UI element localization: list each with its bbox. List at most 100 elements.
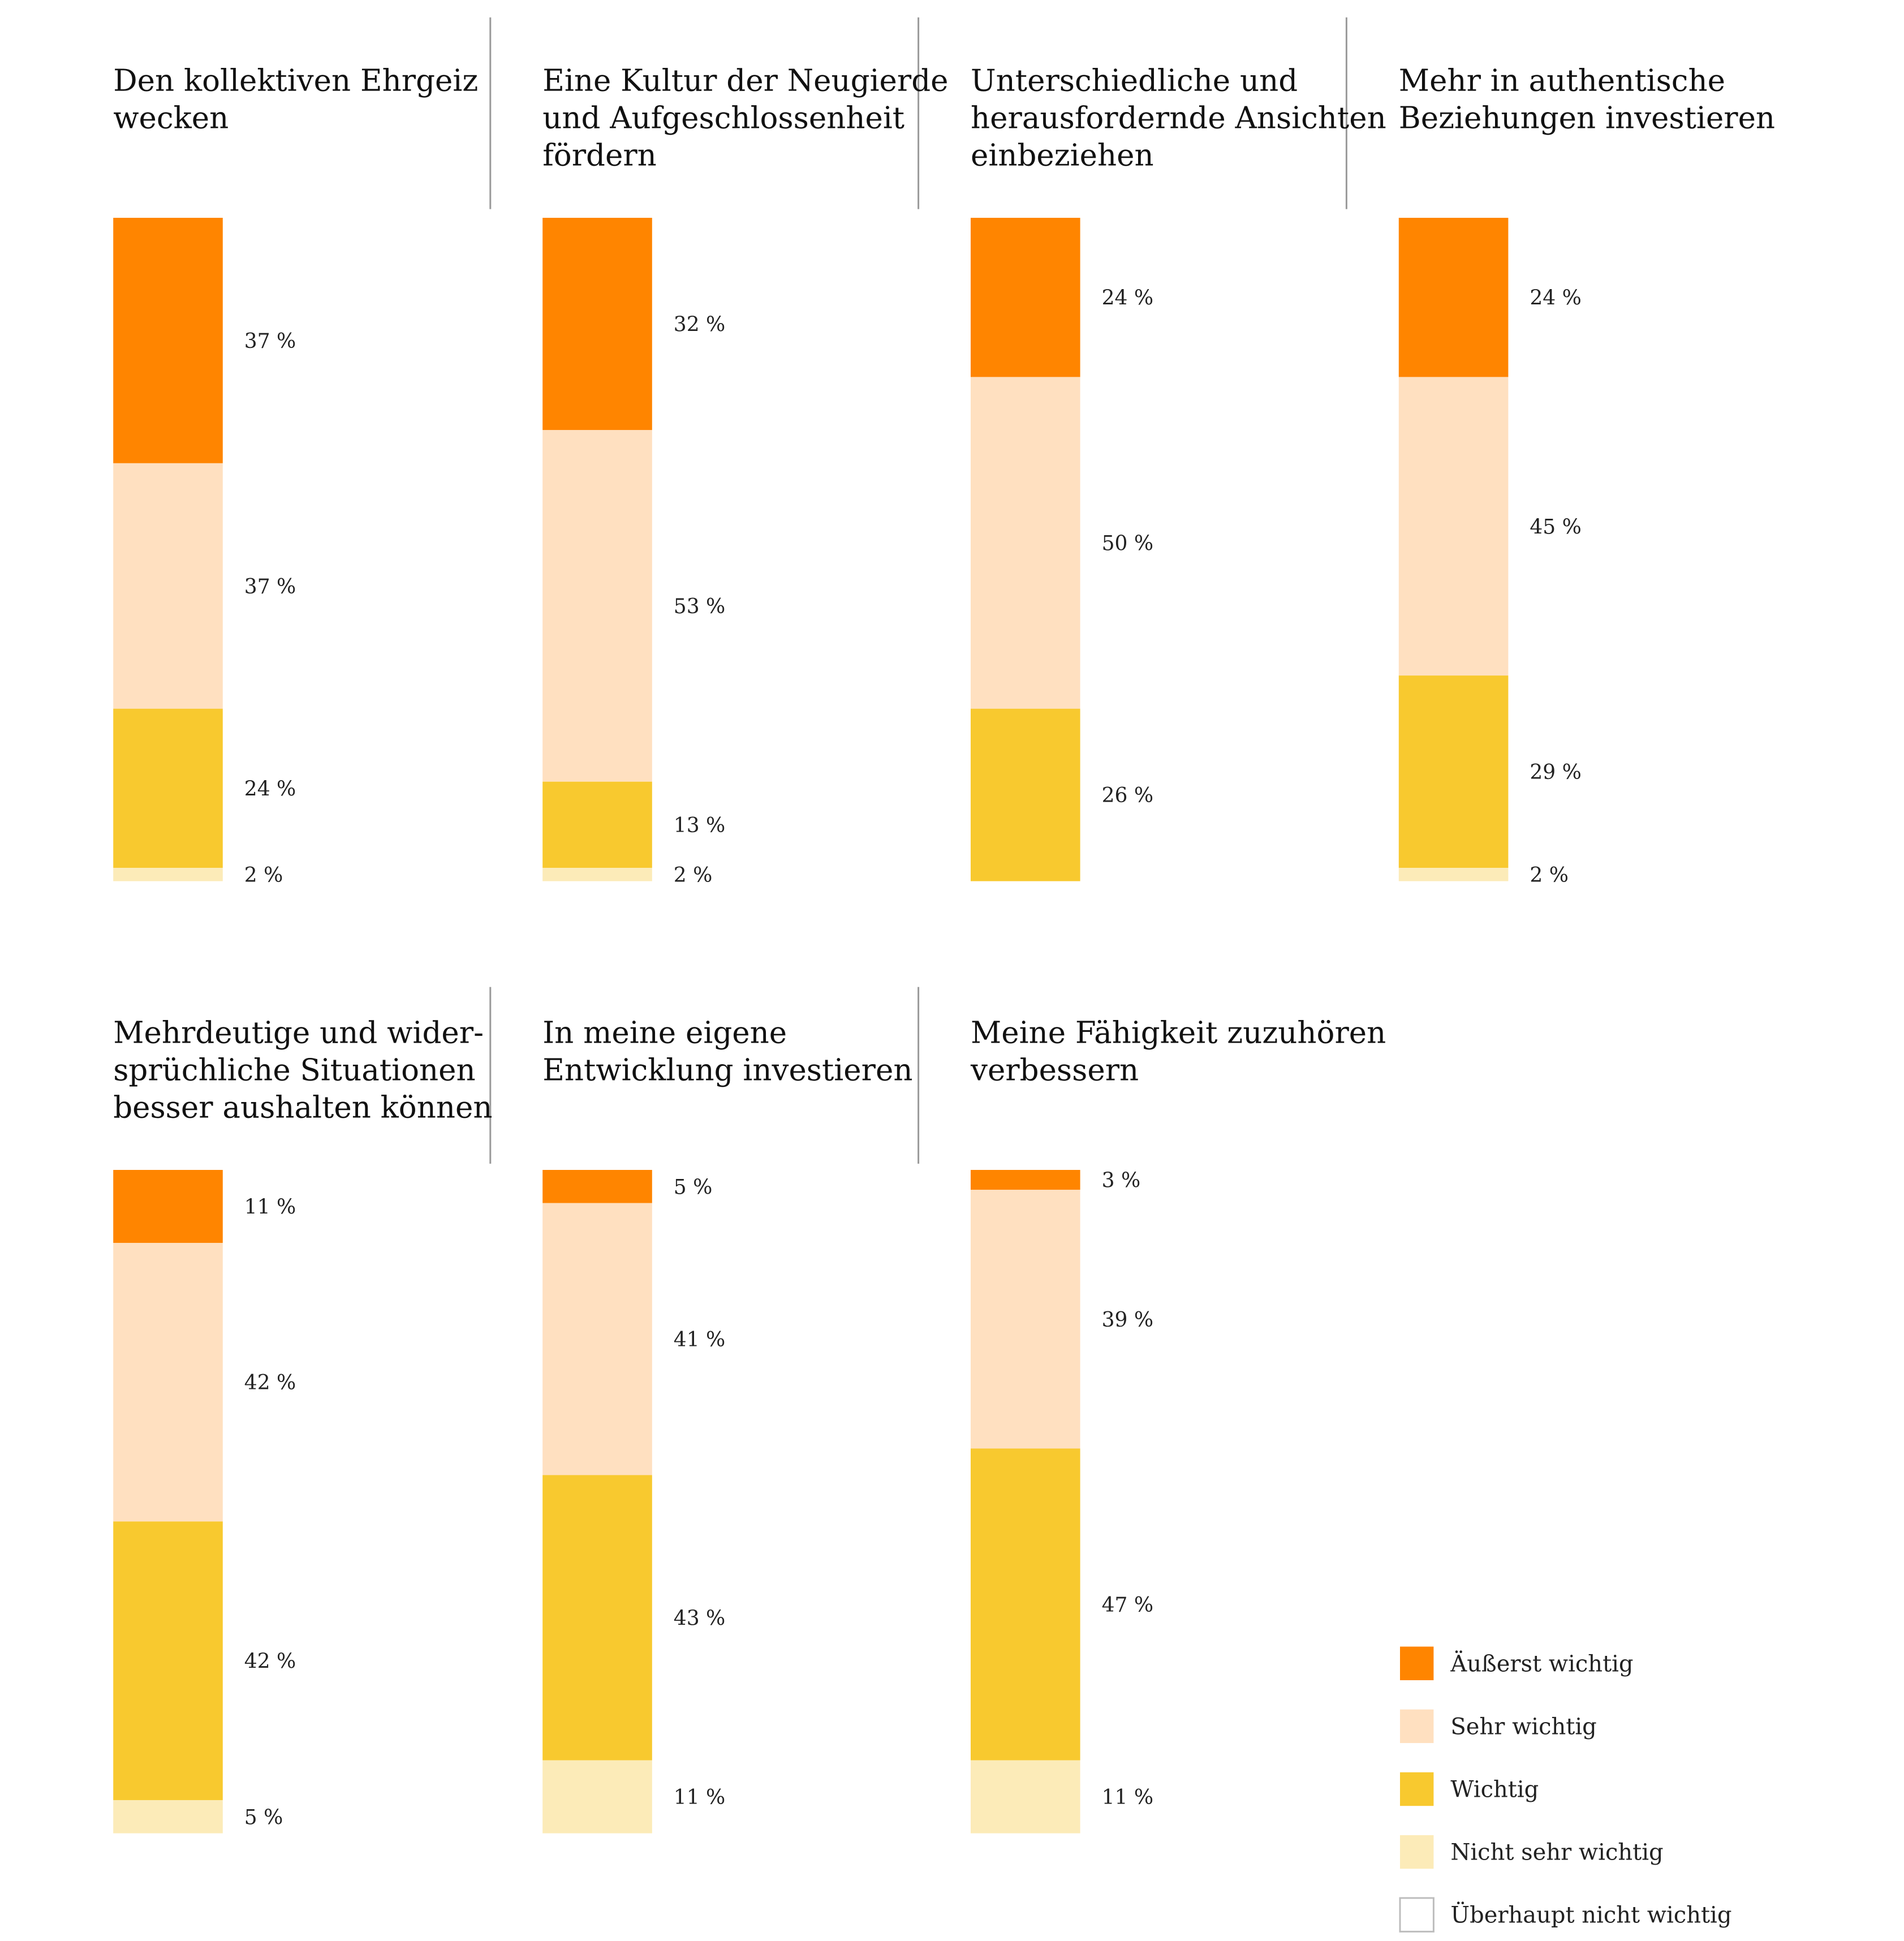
data-label: 2 % [674, 864, 713, 887]
chart-title-line: wecken [113, 101, 229, 136]
bar-segment [971, 708, 1080, 881]
chart-title-line: Beziehungen investieren [1399, 101, 1775, 136]
chart-title-line: Mehrdeutige und wider- [113, 1016, 484, 1051]
legend-item: Wichtig [1400, 1772, 1539, 1806]
chart-title: Meine Fähigkeit zuzuhören verbessern [970, 1016, 1386, 1088]
data-label: 24 % [1530, 287, 1581, 310]
bar-segment [113, 1521, 223, 1800]
data-label: 32 % [674, 313, 725, 337]
data-label: 42 % [244, 1650, 296, 1673]
data-label: 24 % [1102, 287, 1153, 310]
chart-panel: Eine Kultur der Neugierde und Aufgeschlos… [542, 64, 949, 887]
bar-segment [971, 1760, 1080, 1834]
bar-segment [971, 218, 1080, 377]
data-label: 50 % [1102, 532, 1153, 556]
data-label: 26 % [1102, 784, 1153, 807]
chart-panel: In meine eigene Entwicklung investieren 5 … [542, 1016, 912, 1834]
data-label: 11 % [1102, 1786, 1153, 1809]
data-label: 47 % [1102, 1594, 1153, 1617]
bar-segment [542, 1203, 652, 1475]
bar-segment [542, 1170, 652, 1203]
chart-title-line: Mehr in authentische [1399, 64, 1725, 98]
legend-label: Äußerst wichtig [1450, 1651, 1633, 1677]
bar-segment [542, 218, 652, 431]
chart-panels: Den kollektiven Ehrgeiz wecken 37 % 37 % 24 … [113, 64, 1775, 1834]
legend-swatch [1400, 1646, 1434, 1680]
data-label: 39 % [1102, 1309, 1153, 1332]
legend: Äußerst wichtig Sehr wichtig Wichtig Nicht … [1399, 1646, 1731, 1933]
chart-title-line: besser aushalten können [113, 1091, 492, 1125]
data-label: 2 % [244, 864, 283, 887]
bar-segment [542, 430, 652, 782]
bar-segment [542, 781, 652, 868]
data-label: 37 % [244, 330, 296, 353]
chart-title: Unterschiedliche und herausfordernde Ansi… [971, 64, 1386, 173]
bar-segment [1398, 218, 1509, 377]
data-label: 5 % [244, 1806, 283, 1829]
data-label: 43 % [674, 1607, 725, 1630]
chart-title: Den kollektiven Ehrgeiz wecken [113, 64, 478, 136]
data-label: 3 % [1102, 1169, 1141, 1193]
data-label: 24 % [244, 777, 296, 800]
data-label: 37 % [244, 575, 296, 599]
chart-title-line: und Aufgeschlossenheit [542, 101, 904, 136]
chart-title: In meine eigene Entwicklung investieren [542, 1016, 912, 1088]
bar-segment [113, 708, 223, 868]
chart-title-line: herausfordernde Ansichten [971, 101, 1386, 136]
data-label: 53 % [674, 595, 725, 618]
bar-segment [113, 1800, 223, 1834]
legend-label: Wichtig [1450, 1777, 1539, 1803]
bar-segment [971, 1448, 1080, 1761]
data-label: 5 % [674, 1176, 713, 1199]
data-label: 11 % [244, 1195, 296, 1219]
bar-segment [113, 1170, 223, 1243]
bar-segment [1398, 377, 1509, 676]
legend-swatch [1399, 1897, 1435, 1933]
legend-item: Nicht sehr wichtig [1400, 1835, 1664, 1869]
legend-swatch [1400, 1709, 1434, 1744]
bar-segment [1398, 675, 1509, 868]
legend-label: Überhaupt nicht wichtig [1450, 1902, 1731, 1929]
bar-segment [542, 868, 652, 881]
bar-segment [113, 1242, 223, 1522]
bar-segment [971, 1190, 1080, 1449]
legend-label: Nicht sehr wichtig [1450, 1840, 1663, 1866]
chart-title-line: einbeziehen [971, 139, 1154, 173]
chart-title-line: Meine Fähigkeit zuzuhören [971, 1016, 1386, 1051]
legend-swatch [1400, 1835, 1434, 1869]
chart-title-line: In meine eigene [542, 1016, 787, 1051]
chart-panel: Meine Fähigkeit zuzuhören verbessern 3 % 39… [970, 1016, 1386, 1834]
legend-item: Sehr wichtig [1400, 1709, 1597, 1744]
legend-label: Sehr wichtig [1450, 1714, 1596, 1740]
bar-segment [542, 1760, 652, 1834]
data-label: 42 % [244, 1371, 296, 1395]
data-label: 13 % [674, 814, 725, 837]
chart-title: Mehr in authentische Beziehungen investie… [1399, 64, 1775, 136]
legend-swatch [1400, 1772, 1434, 1806]
panel-dividers [489, 17, 1347, 1164]
chart-panel: Mehr in authentische Beziehungen investie… [1398, 64, 1775, 887]
chart-panel: Unterschiedliche und herausfordernde Ansi… [971, 64, 1386, 881]
chart-title-line: sprüchliche Situationen [113, 1053, 475, 1088]
chart-title-line: Entwicklung investieren [542, 1053, 912, 1088]
chart-panel: Den kollektiven Ehrgeiz wecken 37 % 37 % 24 … [113, 64, 478, 887]
bar-segment [971, 377, 1080, 709]
bar-segment [1398, 868, 1509, 881]
bar-segment [542, 1475, 652, 1761]
chart-title-line: Eine Kultur der Neugierde [542, 64, 948, 98]
data-label: 45 % [1530, 515, 1581, 539]
chart-title: Eine Kultur der Neugierde und Aufgeschlos… [542, 64, 948, 173]
legend-item: Überhaupt nicht wichtig [1399, 1897, 1731, 1933]
chart-title-line: fördern [542, 139, 657, 173]
chart-title-line: Den kollektiven Ehrgeiz [113, 64, 478, 98]
data-label: 11 % [674, 1786, 725, 1809]
chart-panel: Mehrdeutige und wider-sprüchliche Situat… [113, 1016, 492, 1834]
chart-title: Mehrdeutige und wider-sprüchliche Situat… [113, 1016, 492, 1125]
bar-segment [113, 218, 223, 463]
data-label: 2 % [1530, 864, 1569, 887]
data-label: 41 % [674, 1328, 725, 1352]
chart-title-line: Unterschiedliche und [971, 64, 1298, 98]
bar-segment [113, 463, 223, 709]
chart-title-line: verbessern [970, 1053, 1139, 1088]
